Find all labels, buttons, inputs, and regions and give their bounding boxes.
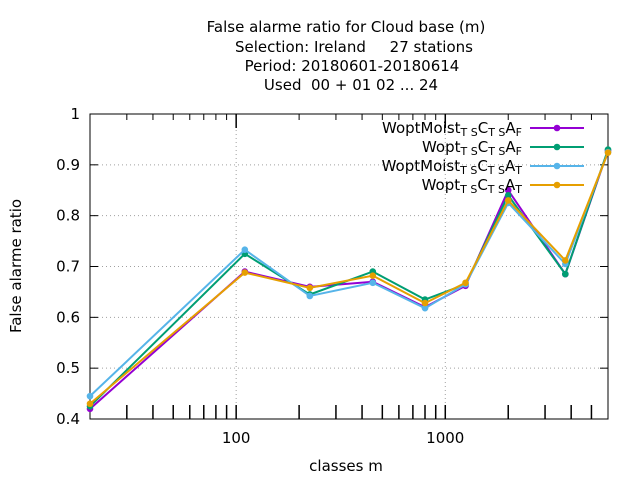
legend-label: WoptT SCT SAF xyxy=(422,138,522,158)
y-tick-label: 1 xyxy=(70,105,80,123)
legend-label: WoptMoistT SCT SAT xyxy=(382,157,523,177)
x-tick-label: 100 xyxy=(222,429,251,447)
data-point xyxy=(86,392,94,400)
title-line-2: Selection: Ireland 27 stations xyxy=(235,38,473,56)
y-tick-label: 0.4 xyxy=(56,410,80,428)
data-point xyxy=(241,246,249,254)
data-point xyxy=(504,186,512,194)
series-4 xyxy=(86,149,612,408)
title-line-4: Used 00 + 01 02 ... 24 xyxy=(264,76,438,94)
x-axis-label: classes m xyxy=(309,457,383,475)
legend-label: WoptMoistT SCT SAF xyxy=(382,119,522,139)
data-point xyxy=(462,279,469,287)
title-line-3: Period: 20180601-20180614 xyxy=(245,57,460,75)
legend-marker xyxy=(553,124,561,132)
plot-frame xyxy=(89,113,609,420)
data-point xyxy=(504,192,512,199)
series-3 xyxy=(86,148,612,400)
title-line-1: False alarme ratio for Cloud base (m) xyxy=(207,18,486,36)
data-point xyxy=(369,272,377,279)
data-point xyxy=(241,269,249,276)
y-tick-label: 0.7 xyxy=(56,258,80,276)
y-tick-label: 0.6 xyxy=(56,308,80,326)
axes xyxy=(89,113,609,420)
data-point xyxy=(562,257,569,264)
data-point xyxy=(604,149,612,156)
data-point xyxy=(421,304,429,312)
y-tick-label: 0.8 xyxy=(56,207,80,225)
legend-marker xyxy=(553,181,561,189)
legend-marker xyxy=(553,143,561,151)
data-point xyxy=(562,270,569,278)
y-tick-label: 0.9 xyxy=(56,156,80,174)
data-point xyxy=(306,292,314,300)
x-axis-ticks: 100 1000 xyxy=(222,429,465,447)
series-line xyxy=(89,152,609,405)
data-point xyxy=(306,284,314,292)
y-axis-label: False alarme ratio xyxy=(7,199,25,333)
series-line xyxy=(89,151,609,397)
chart-title: False alarme ratio for Cloud base (m) Se… xyxy=(207,18,486,94)
series-group xyxy=(86,146,612,413)
legend-marker xyxy=(553,162,561,170)
x-tick-label: 1000 xyxy=(426,429,464,447)
y-axis-ticks: 0.4 0.5 0.6 0.7 0.8 0.9 1 xyxy=(56,105,80,428)
data-point xyxy=(86,400,94,408)
data-point xyxy=(504,197,512,204)
data-point xyxy=(421,299,429,307)
data-point xyxy=(369,279,377,287)
grid xyxy=(90,114,608,419)
legend-label: WoptT SCT SAT xyxy=(422,176,523,196)
y-tick-label: 0.5 xyxy=(56,359,80,377)
